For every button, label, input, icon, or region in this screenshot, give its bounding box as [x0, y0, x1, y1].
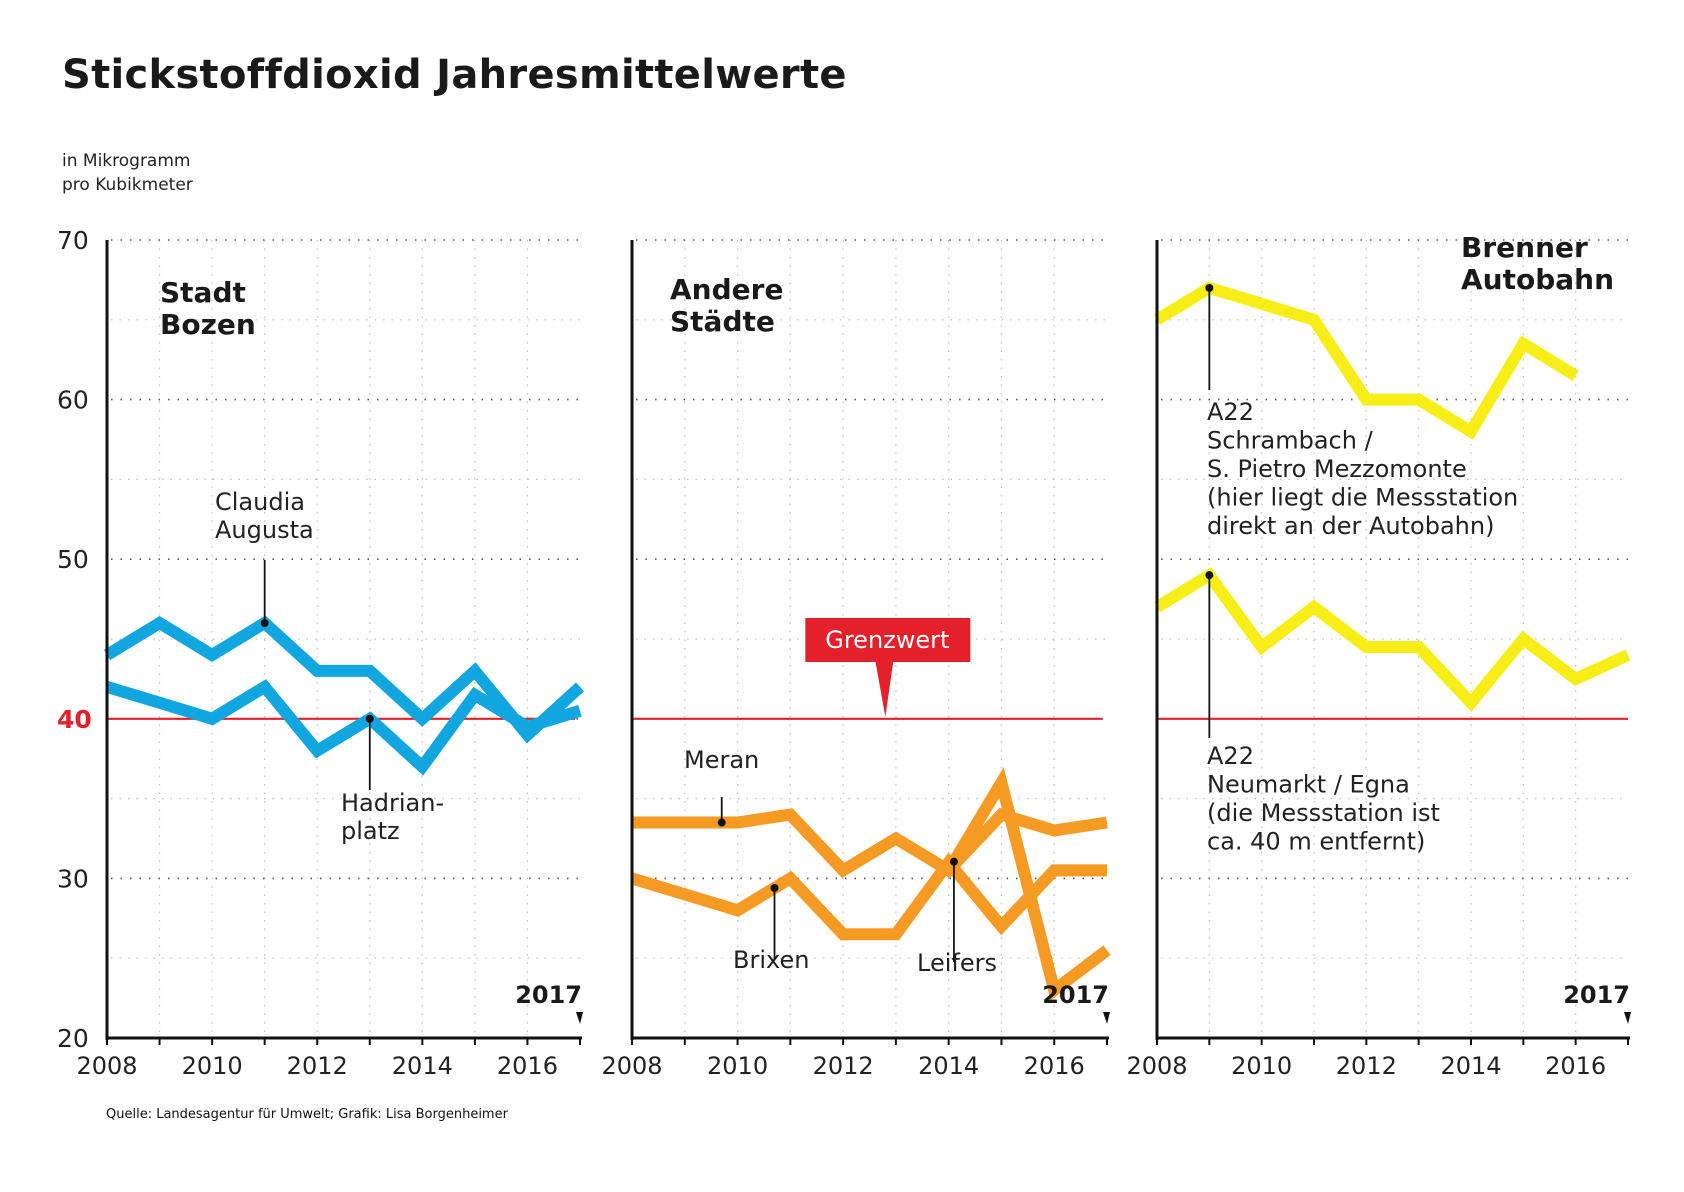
- series-line-claudia-augusta: [103, 615, 585, 744]
- annotation-dot: [1205, 571, 1214, 580]
- last-year-label: 2017: [515, 981, 582, 1009]
- annotation-layer: [260, 283, 1214, 962]
- annotation-label: Brixen: [733, 946, 809, 974]
- annotation-label: Hadrian-: [341, 789, 444, 817]
- y-tick-label: 50: [57, 545, 89, 574]
- limit-callout-pointer: [875, 661, 894, 717]
- x-tick-label: 2016: [497, 1052, 558, 1080]
- limit-callout-box: [805, 618, 971, 662]
- annotation-dot: [717, 818, 726, 827]
- x-tick-label: 2012: [1336, 1052, 1397, 1080]
- series-line-a22-neumarkt-egna: [1153, 567, 1631, 712]
- x-tick-label: 2014: [392, 1052, 453, 1080]
- x-tick-label: 2014: [1440, 1052, 1501, 1080]
- last-year-label: 2017: [1563, 981, 1630, 1009]
- x-tick-label: 2010: [182, 1052, 243, 1080]
- series-line-leifers: [943, 767, 1111, 1001]
- panel-heading: Bozen: [160, 308, 256, 341]
- x-tick-label: 2016: [1024, 1052, 1085, 1080]
- annotation-label: Neumarkt / Egna: [1207, 771, 1410, 799]
- series-layer: [103, 281, 1631, 1001]
- last-year-arrow: [1624, 1012, 1631, 1024]
- annotation-label: platz: [341, 817, 400, 845]
- annotation-label: A22: [1207, 398, 1254, 426]
- annotation-dot: [949, 857, 958, 866]
- annotation-label: Augusta: [215, 516, 314, 544]
- annotation-label: S. Pietro Mezzomonte: [1207, 455, 1467, 483]
- annotation-label: Leifers: [917, 949, 997, 977]
- x-tick-label: 2012: [287, 1052, 348, 1080]
- series-line-a22-schrambach-s-pietro-mezzomonte: [1153, 281, 1579, 440]
- x-tick-label: 2008: [76, 1052, 137, 1080]
- annotation-label: Meran: [684, 746, 759, 774]
- series-line-hadrianplatz: [105, 679, 582, 776]
- panel-heading: Autobahn: [1461, 263, 1614, 296]
- label-layer: 2008 2010 2012 2014 2016 2017 70 60 50 40 30 20 Stad…: [57, 226, 1631, 1080]
- y-tick-label: 70: [57, 226, 89, 255]
- x-tick-label: 2016: [1545, 1052, 1606, 1080]
- annotation-dot: [365, 714, 374, 723]
- x-tick-label: 2012: [813, 1052, 874, 1080]
- panel-heading: Andere: [670, 273, 783, 306]
- annotation-label: Claudia: [215, 488, 305, 516]
- y-tick-label: 60: [57, 386, 89, 415]
- last-year-arrow: [576, 1012, 583, 1024]
- chart-title: Stickstoffdioxid Jahresmittelwerte: [62, 52, 847, 98]
- y-tick-label-limit: 40: [57, 705, 92, 734]
- last-year-label: 2017: [1042, 981, 1109, 1009]
- axes-layer: [105, 240, 1630, 1045]
- x-tick-label: 2008: [1126, 1052, 1187, 1080]
- unit-label-line1: in Mikrogramm: [62, 151, 191, 171]
- x-tick-label: 2010: [707, 1052, 768, 1080]
- panel-heading: Stadt: [160, 276, 246, 309]
- annotation-dot: [1205, 283, 1214, 292]
- annotation-label: (die Messstation ist: [1207, 799, 1440, 827]
- annotation-label: (hier liegt die Messstation: [1207, 484, 1518, 512]
- annotation-label: ca. 40 m entfernt): [1207, 828, 1425, 856]
- unit-label-line2: pro Kubikmeter: [62, 175, 193, 195]
- annotation-dot: [260, 619, 269, 628]
- last-year-arrow: [1103, 1012, 1110, 1024]
- x-tick-label: 2008: [601, 1052, 662, 1080]
- x-tick-label: 2014: [918, 1052, 979, 1080]
- y-tick-label: 20: [57, 1024, 89, 1053]
- panel-heading: Städte: [670, 305, 775, 338]
- annotation-dot: [770, 883, 779, 892]
- limit-callout-label: Grenzwert: [825, 626, 949, 654]
- annotation-label: direkt an der Autobahn): [1207, 512, 1494, 540]
- source-note: Quelle: Landesagentur für Umwelt; Grafik…: [106, 1107, 508, 1122]
- annotation-label: Schrambach /: [1207, 427, 1374, 455]
- x-tick-label: 2010: [1231, 1052, 1292, 1080]
- annotation-label: A22: [1207, 742, 1254, 770]
- y-tick-label: 30: [57, 864, 89, 893]
- grid-layer: [111, 239, 1628, 1038]
- panel-heading: Brenner: [1461, 231, 1588, 264]
- series-line-meran: [632, 807, 1108, 879]
